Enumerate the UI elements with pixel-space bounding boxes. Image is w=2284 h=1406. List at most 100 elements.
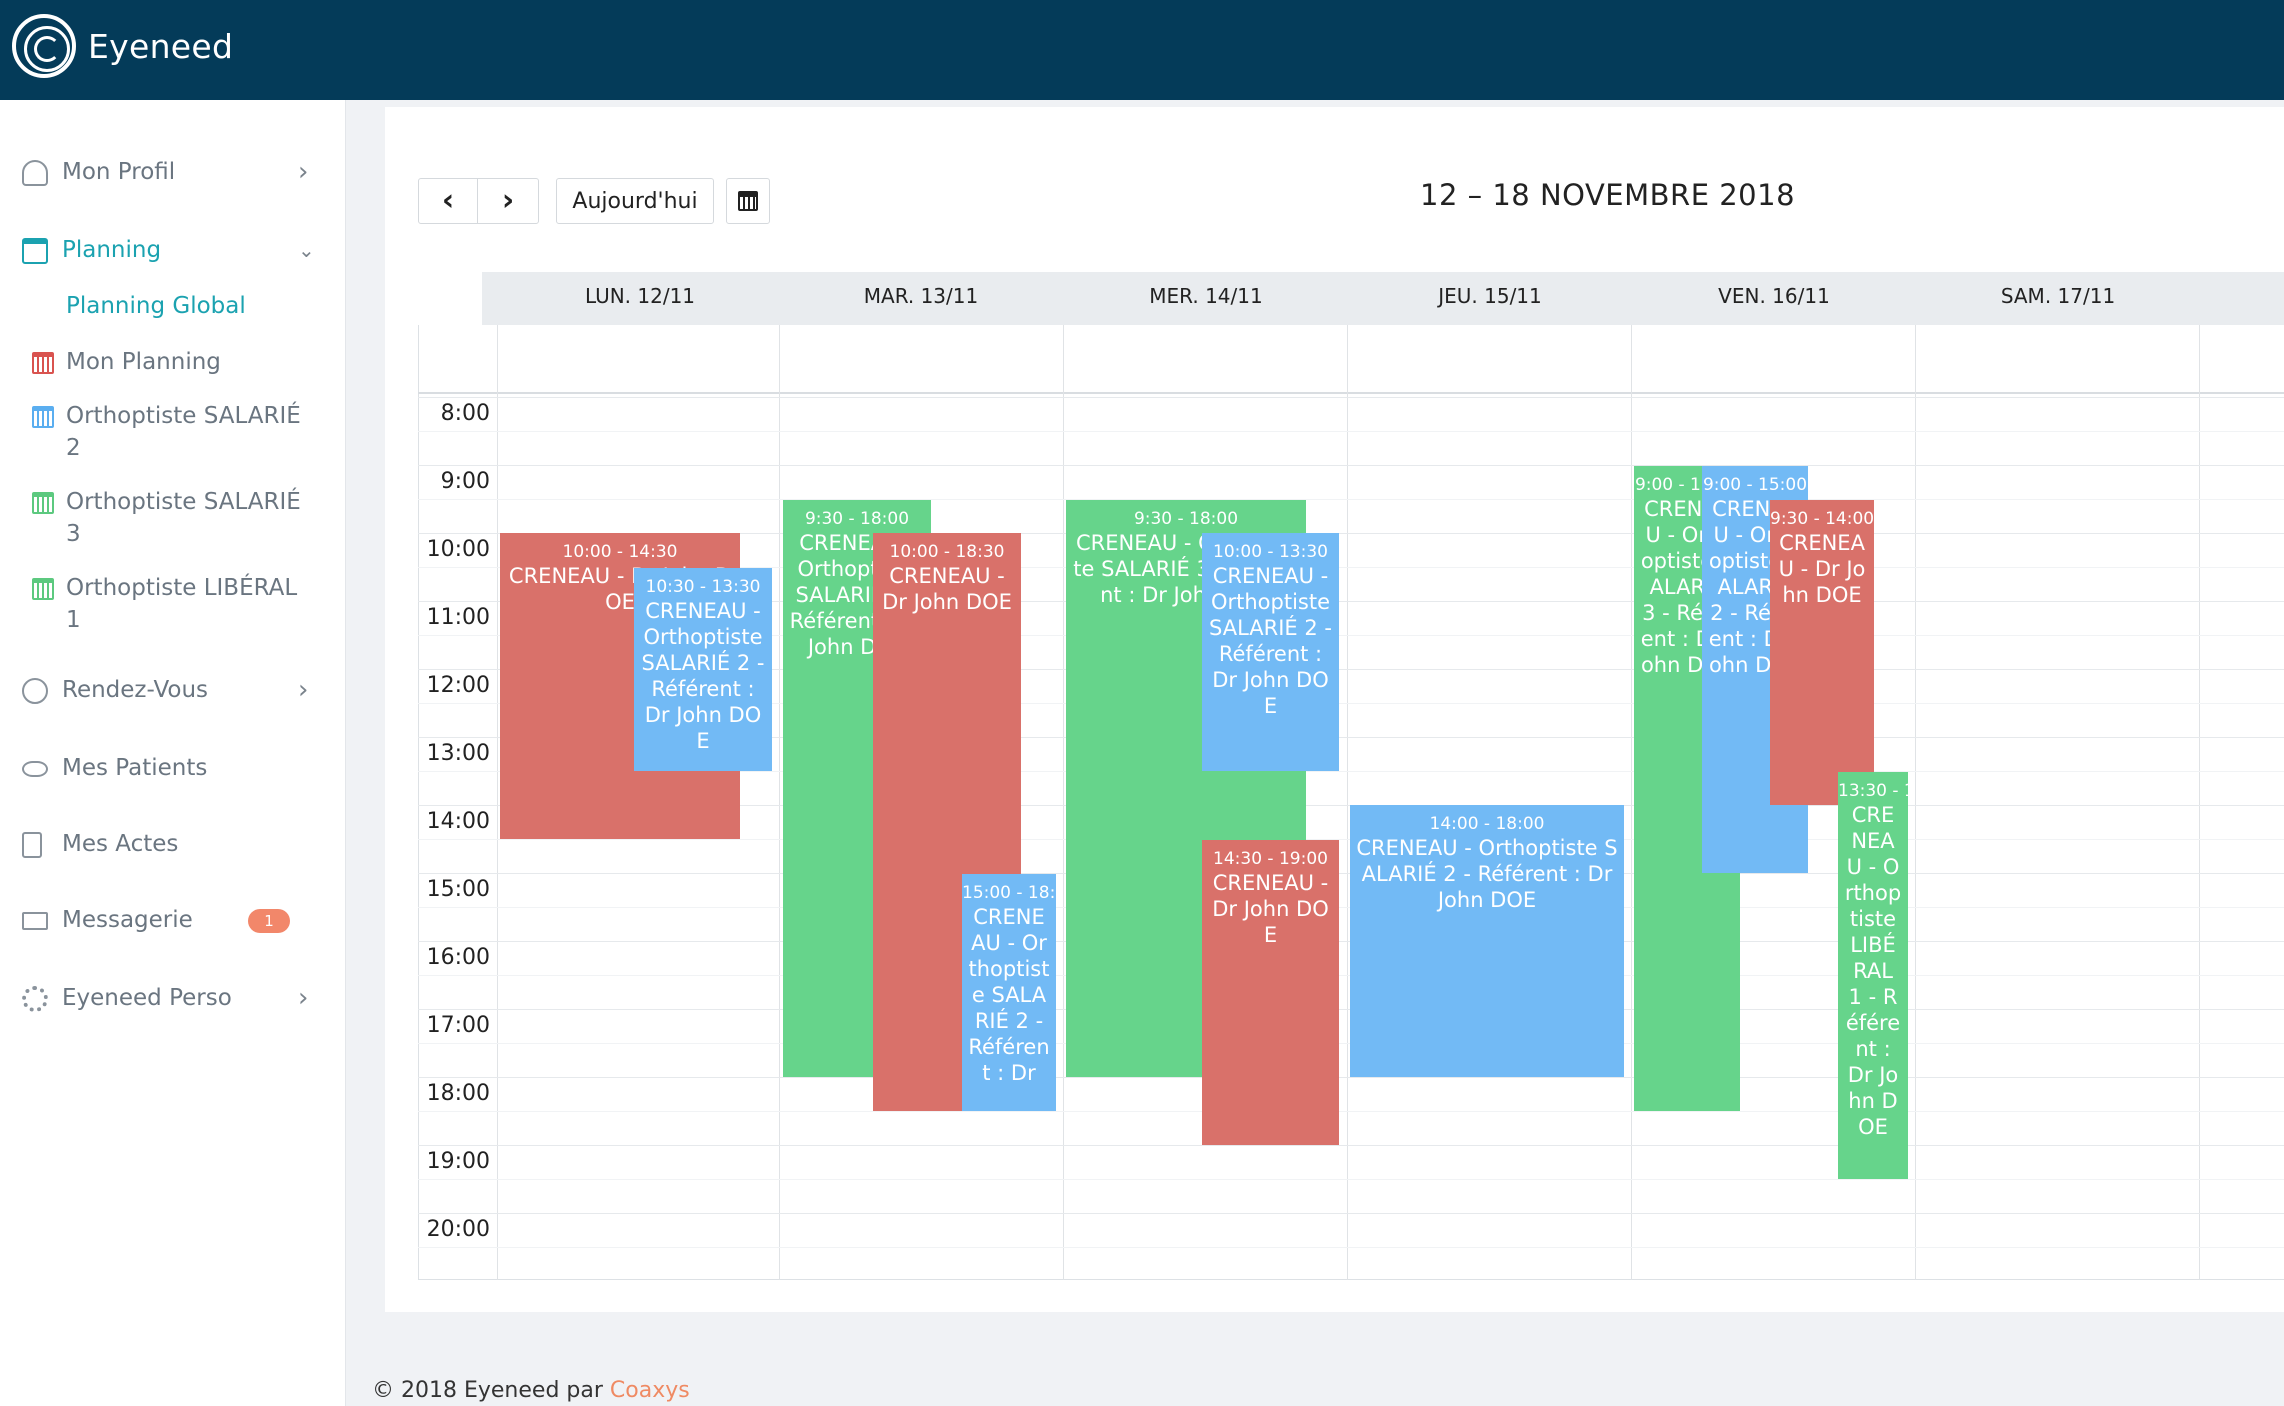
calendar-grid	[418, 325, 2284, 1280]
prev-week-button[interactable]: ‹	[418, 178, 478, 224]
calendar-event[interactable]: 14:30 - 19:00 CRENEAU - Dr John DOE	[1202, 840, 1339, 1145]
grid-column-line	[1063, 325, 1064, 1280]
sidebar-subitem-label: Mon Planning	[66, 349, 221, 375]
sidebar-item-rendez-vous[interactable]: Rendez-Vous ›	[0, 674, 346, 714]
sidebar-item-label: Eyeneed Perso	[62, 985, 232, 1011]
sidebar-subitem-label: Orthoptiste SALARIÉ 3	[66, 489, 301, 547]
grid-column-line	[779, 325, 780, 1280]
grid-column-line	[497, 325, 498, 1280]
grid-half-hour-line	[418, 703, 2284, 704]
event-title: CRENEAU - Orthoptiste SALARIÉ 2 - Référe…	[1356, 836, 1618, 912]
next-week-button[interactable]: ›	[477, 178, 539, 224]
grid-half-hour-line	[418, 771, 2284, 772]
event-title: CRENEAU - Dr John DOE	[882, 564, 1012, 614]
grid-hour-line	[418, 1213, 2284, 1214]
time-label: 12:00	[426, 673, 490, 698]
grid-half-hour-line	[418, 1179, 2284, 1180]
day-header-4: VEN. 16/11	[1718, 284, 1830, 308]
event-time: 10:00 - 14:30	[562, 542, 678, 562]
grid-hour-line	[418, 533, 2284, 534]
grid-column-line	[1915, 325, 1916, 1280]
sidebar-subitem-label: Orthoptiste SALARIÉ 2	[66, 403, 301, 461]
grid-hour-line	[418, 1077, 2284, 1078]
day-header-1: MAR. 13/11	[863, 284, 979, 308]
today-label: Aujourd'hui	[572, 188, 698, 214]
sidebar-item-label: Planning	[62, 237, 162, 263]
calendar-icon	[32, 406, 54, 428]
calendar-event[interactable]: 10:30 - 13:30 CRENEAU - Orthoptiste SALAR…	[634, 568, 772, 771]
event-title: CRENEAU - Orthoptiste SALARIÉ 2 - Référe…	[968, 905, 1050, 1085]
time-label: 9:00	[440, 469, 490, 494]
event-time: 10:00 - 13:30	[1213, 542, 1328, 562]
sidebar-subitem-orthoptiste-salarie-3[interactable]: Orthoptiste SALARIÉ 3	[0, 486, 346, 552]
top-header: Eyeneed	[0, 0, 2284, 100]
footer-copyright: © 2018 Eyeneed par	[372, 1378, 610, 1403]
sidebar-item-mes-actes[interactable]: Mes Actes	[0, 828, 346, 868]
event-time: 15:00 - 18:00	[962, 883, 1056, 903]
sidebar-subitem-planning-global[interactable]: Planning Global	[0, 290, 346, 326]
event-title: CRENEAU - Orthoptiste SALARIÉ 2 - Référe…	[641, 599, 765, 753]
grid-hour-line	[418, 669, 2284, 670]
calendar-event[interactable]: 10:00 - 13:30 CRENEAU - Orthoptiste SALAR…	[1202, 533, 1339, 771]
grid-half-hour-line	[418, 499, 2284, 500]
calendar-day-header	[482, 272, 2284, 325]
grid-half-hour-line	[418, 567, 2284, 568]
grid-half-hour-line	[418, 635, 2284, 636]
grid-column-line	[1631, 325, 1632, 1280]
grid-column-line	[2199, 325, 2200, 1280]
footer-brand-link[interactable]: Coaxys	[609, 1378, 690, 1403]
calendar-icon	[32, 492, 54, 514]
event-title: CRENEAU - Dr John DOE	[1778, 531, 1866, 607]
grid-half-hour-line	[418, 431, 2284, 432]
sidebar-item-mes-patients[interactable]: Mes Patients	[0, 752, 346, 792]
sidebar-item-planning[interactable]: Planning ⌄	[0, 234, 346, 274]
user-icon	[22, 160, 48, 186]
grid-hour-line	[418, 601, 2284, 602]
time-label: 11:00	[426, 605, 490, 630]
sidebar-subitem-orthoptiste-salarie-2[interactable]: Orthoptiste SALARIÉ 2	[0, 400, 346, 466]
chevron-right-icon: ›	[501, 183, 515, 218]
sidebar-item-label: Mon Profil	[62, 159, 176, 185]
date-picker-button[interactable]	[726, 178, 770, 224]
event-title: CRENEAU - Dr John DOE	[1212, 871, 1329, 947]
event-title: CRENEAU - Orthoptiste SALARIÉ 2 - Référe…	[1209, 564, 1332, 718]
sidebar-item-label: Mes Patients	[62, 755, 208, 781]
app-logo[interactable]: Eyeneed	[12, 14, 233, 78]
event-time: 13:30 - 19:30	[1838, 781, 1908, 801]
sidebar-item-label: Mes Actes	[62, 831, 179, 857]
time-label: 17:00	[426, 1013, 490, 1038]
sidebar-subitem-mon-planning[interactable]: Mon Planning	[0, 346, 346, 382]
grid-hour-line	[418, 465, 2284, 466]
sidebar-item-mon-profil[interactable]: Mon Profil ›	[0, 156, 346, 196]
event-time: 10:00 - 18:30	[889, 542, 1005, 562]
today-button[interactable]: Aujourd'hui	[556, 178, 714, 224]
all-day-separator	[418, 392, 2284, 394]
chevron-right-icon: ›	[298, 157, 309, 187]
sidebar-item-messagerie[interactable]: Messagerie 1	[0, 904, 346, 944]
sidebar-subitem-label: Orthoptiste LIBÉRAL 1	[66, 575, 298, 633]
grid-hour-line	[418, 397, 2284, 398]
time-label: 10:00	[426, 537, 490, 562]
unread-badge: 1	[248, 909, 290, 933]
grid-hour-line	[418, 737, 2284, 738]
grid-half-hour-line	[418, 1247, 2284, 1248]
calendar-icon	[22, 238, 48, 264]
time-label: 15:00	[426, 877, 490, 902]
time-label: 16:00	[426, 945, 490, 970]
calendar-event[interactable]: 14:00 - 18:00 CRENEAU - Orthoptiste SALAR…	[1350, 805, 1624, 1077]
grid-hour-line	[418, 1145, 2284, 1146]
sidebar: Mon Profil › Planning ⌄ Planning Global …	[0, 100, 346, 1406]
time-label: 18:00	[426, 1081, 490, 1106]
sidebar-item-eyeneed-perso[interactable]: Eyeneed Perso ›	[0, 982, 346, 1022]
day-header-2: MER. 14/11	[1149, 284, 1263, 308]
gear-icon	[22, 986, 48, 1012]
envelope-icon	[22, 912, 48, 930]
sidebar-subitem-orthoptiste-liberal-1[interactable]: Orthoptiste LIBÉRAL 1	[0, 572, 346, 638]
calendar-event[interactable]: 9:30 - 14:00 CRENEAU - Dr John DOE	[1770, 500, 1874, 805]
week-title: 12 – 18 NOVEMBRE 2018	[1420, 178, 1796, 212]
time-label: 8:00	[440, 401, 490, 426]
day-header-3: JEU. 15/11	[1438, 284, 1542, 308]
sidebar-subitem-label: Planning Global	[66, 293, 246, 319]
